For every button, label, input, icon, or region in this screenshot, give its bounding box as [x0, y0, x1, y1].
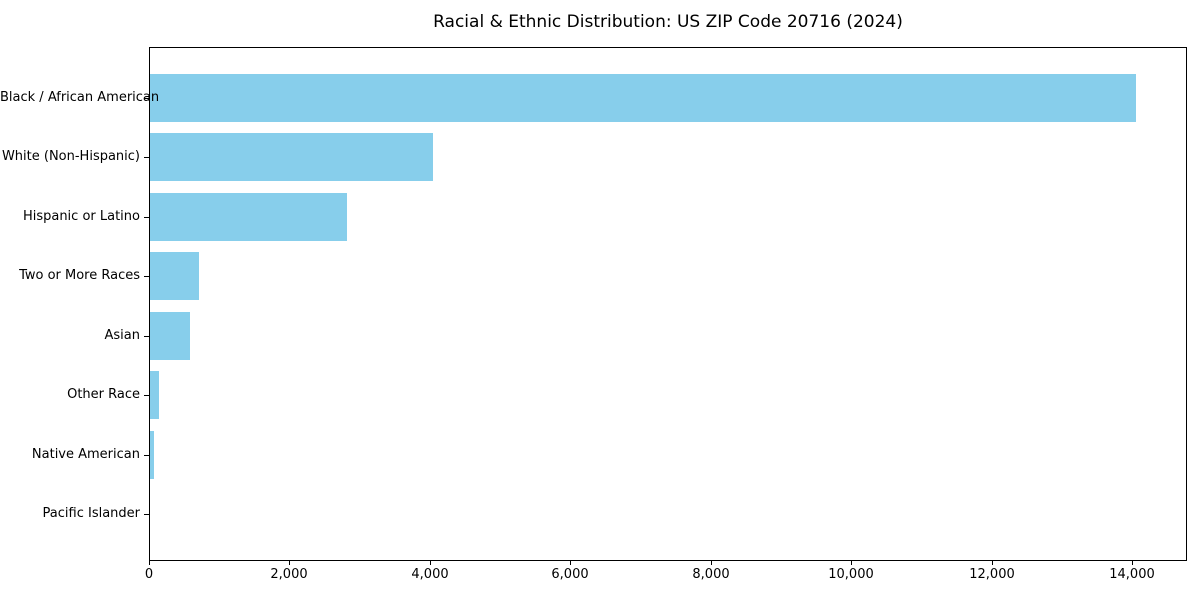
x-tick-label-10000: 10,000: [828, 567, 874, 582]
y-tick-label-hispanic-or-latino: Hispanic or Latino: [22, 208, 140, 224]
y-tick-mark: [144, 395, 149, 396]
x-tick-label-14000: 14,000: [1109, 567, 1155, 582]
x-tick-mark: [430, 561, 431, 565]
y-tick-mark: [144, 336, 149, 337]
y-tick-label-pacific-islander: Pacific Islander: [42, 506, 140, 521]
x-tick-mark: [851, 561, 852, 565]
x-tick-label-2000: 2,000: [270, 567, 308, 582]
bar-asian: [150, 311, 191, 360]
y-tick-label-native-american: Native American: [31, 446, 140, 462]
bar-white-non-hispanic: [150, 133, 433, 181]
y-tick-mark: [144, 217, 149, 218]
y-tick-mark: [144, 455, 149, 456]
y-tick-label-white-non-hispanic: White (Non-Hispanic): [1, 149, 140, 164]
y-tick-label-other-race: Other Race: [67, 387, 140, 402]
x-tick-mark: [149, 561, 150, 565]
y-tick-label-black-african-american: Black / African American: [0, 89, 160, 105]
x-tick-mark: [570, 561, 571, 565]
x-tick-label-12000: 12,000: [969, 567, 1015, 582]
plot-area: [149, 47, 1187, 561]
bar-two-or-more-races: [150, 252, 200, 300]
bar-native-american: [150, 430, 155, 479]
x-tick-label-4000: 4,000: [411, 567, 449, 582]
bar-black-african-american: [150, 73, 1137, 122]
y-tick-mark: [144, 276, 149, 277]
x-tick-mark: [992, 561, 993, 565]
x-tick-mark: [1132, 561, 1133, 565]
bar-other-race: [150, 371, 160, 419]
x-tick-mark: [711, 561, 712, 565]
y-tick-label-asian: Asian: [104, 327, 140, 343]
y-tick-mark: [144, 157, 149, 158]
y-tick-label-two-or-more-races: Two or More Races: [19, 268, 140, 283]
x-tick-label-8000: 8,000: [692, 567, 730, 582]
y-tick-mark: [144, 98, 149, 99]
x-tick-mark: [289, 561, 290, 565]
x-tick-label-0: 0: [144, 567, 154, 582]
chart-title: Racial & Ethnic Distribution: US ZIP Cod…: [433, 12, 903, 32]
bar-hispanic-or-latino: [150, 192, 347, 241]
y-tick-mark: [144, 514, 149, 515]
x-tick-label-6000: 6,000: [551, 567, 589, 582]
